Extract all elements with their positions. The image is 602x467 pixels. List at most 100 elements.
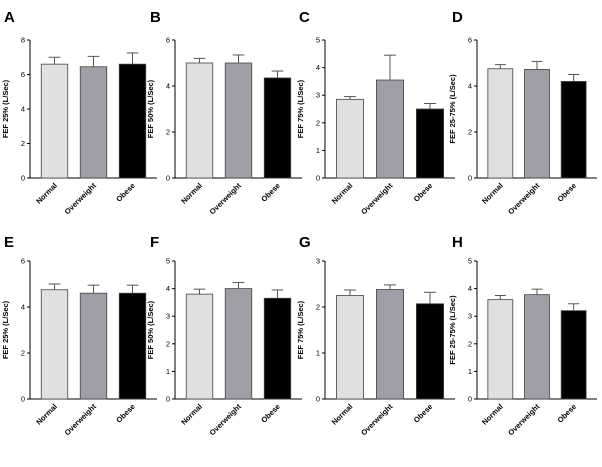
bar-e-obese (118, 292, 147, 400)
y-tick-label-a: 6 (21, 70, 25, 79)
y-tick-label-h: 2 (468, 339, 472, 348)
x-tick-label-h-normal: Normal (480, 402, 505, 427)
x-tick-label-a-normal: Normal (34, 181, 59, 206)
bar-f-overweight (224, 288, 253, 400)
x-tick-label-d-obese: Obese (555, 181, 578, 204)
y-tick-label-a: 0 (21, 174, 25, 183)
y-tick-label-f: 3 (166, 312, 170, 321)
y-tick-label-e: 2 (21, 349, 25, 358)
y-tick-label-h: 4 (468, 284, 472, 293)
bar-d-overweight (524, 69, 550, 179)
bar-h-normal (487, 299, 514, 400)
y-tick-label-b: 0 (166, 174, 170, 183)
y-tick-label-e: 6 (21, 257, 25, 266)
y-tick-label-c: 4 (316, 63, 320, 72)
bar-c-obese (415, 108, 444, 179)
panel-letter-g: G (299, 234, 311, 251)
y-tick-label-h: 0 (468, 395, 472, 404)
x-tick-label-b-obese: Obese (259, 181, 282, 204)
bar-f-normal (185, 293, 214, 400)
y-tick-label-g: 0 (316, 395, 320, 404)
bar-f-obese (263, 297, 292, 400)
y-axis-title-h: FEF 25-75% (L/Sec) (448, 295, 457, 365)
y-tick-label-f: 0 (166, 395, 170, 404)
y-tick-label-h: 5 (468, 257, 472, 266)
x-tick-label-g-overweight: Overweight (359, 402, 395, 438)
y-tick-label-e: 4 (21, 303, 25, 312)
panel-letter-a: A (4, 9, 15, 26)
bar-d-obese (560, 81, 587, 179)
panel-letter-f: F (150, 234, 159, 251)
panel-c: C FEF 75% (L/Sec) 0 1 2 3 4 5 Normal Overweight Ob… (296, 9, 455, 216)
x-tick-label-f-obese: Obese (259, 402, 282, 425)
bar-c-normal (335, 98, 364, 179)
panel-letter-h: H (452, 234, 463, 251)
y-tick-label-a: 2 (21, 139, 25, 148)
x-tick-label-h-obese: Obese (555, 402, 578, 425)
y-tick-label-a: 4 (21, 105, 25, 114)
panel-h: H FEF 25-75% (L/Sec) 0 1 2 3 4 5 Normal Overweigh… (448, 234, 597, 437)
x-tick-label-c-overweight: Overweight (359, 181, 395, 217)
bar-a-normal (40, 63, 69, 179)
bar-a-overweight (79, 66, 108, 179)
y-tick-label-c: 3 (316, 91, 320, 100)
bar-h-overweight (524, 294, 550, 400)
x-tick-label-h-overweight: Overweight (506, 402, 542, 438)
bar-e-overweight (79, 292, 108, 400)
y-tick-label-c: 0 (316, 174, 320, 183)
y-tick-label-b: 4 (166, 82, 170, 91)
y-tick-label-h: 1 (468, 367, 472, 376)
y-tick-label-g: 1 (316, 349, 320, 358)
panel-letter-b: B (150, 9, 161, 26)
bar-e-normal (40, 289, 69, 400)
bar-a-obese (118, 63, 147, 179)
y-axis-title-d: FEF 25-75% (L/Sec) (448, 74, 457, 144)
y-tick-label-d: 2 (468, 128, 472, 137)
y-tick-label-g: 2 (316, 303, 320, 312)
y-tick-label-d: 0 (468, 174, 472, 183)
panel-e: E FEF 25% (L/Sec) 0 2 4 6 Normal Overweight Obes… (1, 234, 157, 437)
x-tick-label-f-overweight: Overweight (208, 402, 244, 438)
bar-c-overweight (375, 79, 404, 179)
y-tick-label-d: 4 (468, 82, 472, 91)
x-tick-label-d-overweight: Overweight (506, 181, 542, 217)
y-tick-label-g: 3 (316, 257, 320, 266)
x-tick-label-c-obese: Obese (412, 181, 435, 204)
y-tick-label-e: 0 (21, 395, 25, 404)
y-axis-title-a: FEF 25% (L/Sec) (1, 79, 10, 138)
y-tick-label-b: 6 (166, 36, 170, 45)
panel-letter-e: E (4, 234, 14, 251)
y-tick-label-c: 2 (316, 118, 320, 127)
bar-b-overweight (224, 62, 253, 179)
bar-g-overweight (375, 289, 404, 400)
x-tick-label-g-obese: Obese (412, 402, 435, 425)
x-tick-label-c-normal: Normal (330, 181, 355, 206)
y-axis-title-b: FEF 50% (L/Sec) (146, 79, 155, 138)
bar-h-obese (560, 310, 587, 400)
bar-b-obese (263, 77, 292, 179)
y-axis-title-c: FEF 75% (L/Sec) (296, 79, 305, 138)
y-axis-title-g: FEF 75% (L/Sec) (296, 300, 305, 359)
y-axis-title-e: FEF 25% (L/Sec) (1, 300, 10, 359)
y-tick-label-b: 2 (166, 128, 170, 137)
x-tick-label-e-overweight: Overweight (63, 402, 99, 438)
y-tick-label-a: 8 (21, 36, 25, 45)
panel-letter-d: D (452, 9, 463, 26)
x-tick-label-f-normal: Normal (179, 402, 204, 427)
bar-b-normal (185, 62, 214, 179)
x-tick-label-d-normal: Normal (480, 181, 505, 206)
panel-g: G FEF 75% (L/Sec) 0 1 2 3 Normal Overweight Obes… (296, 234, 455, 437)
bar-d-normal (487, 68, 514, 179)
panel-f: F FEF 50% (L/Sec) 0 1 2 3 4 5 Normal Overweight Ob… (146, 234, 302, 437)
x-tick-label-a-overweight: Overweight (63, 181, 99, 217)
x-tick-label-b-normal: Normal (179, 181, 204, 206)
y-tick-label-f: 5 (166, 257, 170, 266)
bar-g-normal (335, 295, 364, 400)
x-tick-label-g-normal: Normal (330, 402, 355, 427)
y-tick-label-f: 2 (166, 339, 170, 348)
y-tick-label-c: 5 (316, 36, 320, 45)
x-tick-label-e-normal: Normal (34, 402, 59, 427)
y-tick-label-d: 6 (468, 36, 472, 45)
y-tick-label-h: 3 (468, 312, 472, 321)
x-tick-label-b-overweight: Overweight (208, 181, 244, 217)
